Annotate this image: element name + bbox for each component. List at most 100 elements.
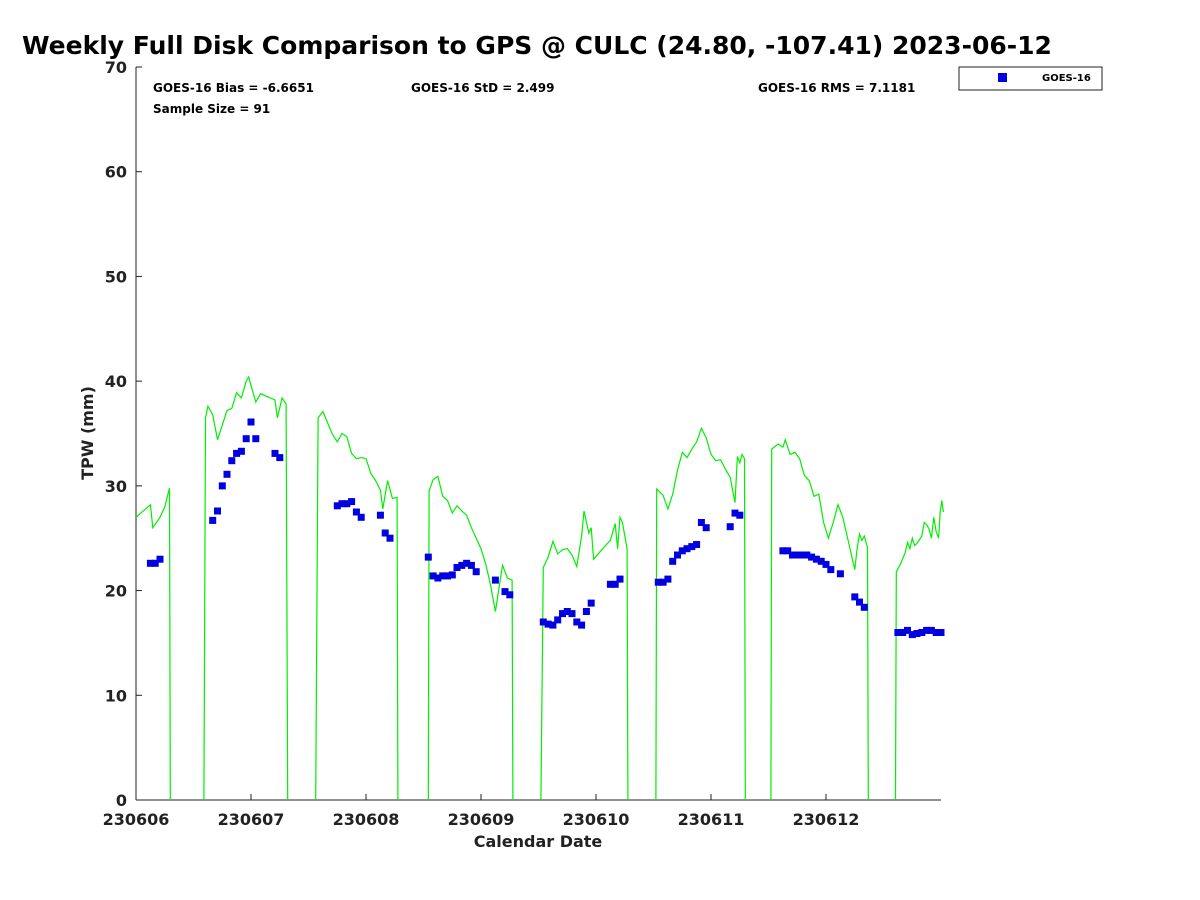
goes16-point — [793, 551, 801, 559]
goes16-point — [539, 618, 547, 626]
goes16-point — [808, 553, 816, 561]
goes16-point — [678, 547, 686, 555]
goes16-point — [352, 508, 360, 516]
goes16-point — [688, 543, 696, 551]
goes16-point — [549, 621, 557, 629]
goes16-point — [448, 571, 456, 579]
y-ticks: 0 10 20 30 40 50 60 70 — [105, 58, 142, 810]
goes16-point — [817, 557, 825, 565]
goes16-point — [218, 482, 226, 490]
gps-line-segment — [427, 475, 514, 801]
goes16-point — [904, 626, 911, 634]
goes16-point — [927, 626, 935, 634]
goes16-point — [856, 598, 863, 606]
goes16-point — [491, 576, 499, 584]
goes16-point — [659, 578, 667, 586]
gps-line-segment — [770, 437, 869, 801]
goes16-point — [429, 572, 437, 580]
x-tick-label: 230609 — [448, 810, 515, 829]
goes16-point — [894, 629, 902, 636]
y-tick-label: 60 — [105, 163, 127, 182]
goes16-point — [726, 523, 734, 531]
goes16-point — [439, 572, 447, 580]
goes16-point — [233, 449, 241, 457]
goes16-point — [424, 553, 432, 561]
goes16-point — [156, 555, 164, 563]
goes16-point — [827, 566, 835, 574]
goes16-point — [343, 500, 351, 508]
gps-lines — [135, 375, 944, 801]
chart-title: Weekly Full Disk Comparison to GPS @ CUL… — [22, 31, 1052, 60]
goes16-point — [209, 516, 217, 524]
goes16-point — [578, 621, 586, 629]
y-tick-label: 0 — [116, 791, 127, 810]
goes16-point — [784, 547, 792, 555]
gps-line-segment — [655, 426, 746, 801]
x-tick-label: 230611 — [678, 810, 745, 829]
goes16-point — [908, 631, 916, 639]
y-tick-label: 70 — [105, 58, 127, 77]
y-axis-label: TPW (mm) — [78, 386, 97, 480]
goes16-point — [918, 629, 926, 636]
legend-label-goes16: GOES-16 — [1042, 73, 1091, 84]
goes16-point — [616, 575, 624, 583]
x-axis-label: Calendar Date — [474, 832, 603, 851]
goes16-point — [587, 599, 595, 607]
goes16-point — [779, 547, 787, 555]
goes16-point — [271, 449, 279, 457]
y-tick-label: 40 — [105, 372, 127, 391]
x-tick-label: 230607 — [218, 810, 285, 829]
goes16-point — [860, 603, 868, 611]
goes16-point — [932, 629, 940, 636]
goes16-point — [338, 500, 346, 508]
goes16-point — [444, 572, 451, 580]
stat-sample-size: Sample Size = 91 — [153, 102, 270, 116]
goes16-point — [822, 560, 830, 568]
goes16-point — [228, 457, 236, 465]
gps-line-segment — [894, 500, 944, 801]
goes16-point — [357, 513, 365, 521]
goes16-point — [559, 610, 566, 618]
goes16-point — [376, 511, 384, 519]
goes16-point — [582, 608, 590, 615]
goes16-point — [697, 519, 705, 526]
goes16-point — [789, 551, 796, 559]
goes16-points — [146, 418, 945, 639]
goes16-point — [554, 616, 562, 624]
goes16-point — [453, 564, 461, 571]
goes16-point — [923, 626, 931, 634]
goes16-point — [223, 470, 231, 478]
goes16-point — [606, 580, 614, 588]
goes16-point — [214, 507, 221, 515]
goes16-point — [812, 555, 820, 563]
goes16-point — [702, 524, 710, 532]
goes16-point — [736, 511, 744, 519]
gps-line-segment — [203, 375, 289, 801]
goes16-point — [458, 561, 466, 569]
goes16-point — [506, 591, 514, 599]
y-tick-label: 10 — [105, 686, 127, 705]
goes16-point — [611, 580, 619, 588]
y-tick-label: 30 — [105, 477, 127, 496]
goes16-point — [654, 578, 662, 586]
x-tick-label: 230606 — [103, 810, 170, 829]
goes16-point — [803, 551, 811, 559]
goes16-point — [434, 574, 442, 582]
goes16-point — [798, 551, 806, 559]
goes16-point — [237, 447, 245, 455]
goes16-point — [252, 435, 260, 443]
goes16-point — [913, 630, 921, 637]
gps-line-segment — [135, 487, 171, 801]
goes16-point — [573, 618, 581, 626]
goes16-point — [467, 561, 475, 569]
stat-rms: GOES-16 RMS = 7.1181 — [758, 81, 915, 95]
goes16-point — [151, 559, 159, 567]
goes16-point — [836, 570, 844, 578]
goes16-point — [544, 620, 552, 628]
goes16-point — [664, 575, 672, 583]
goes16-point — [472, 568, 480, 576]
goes16-point — [683, 545, 691, 553]
goes16-point — [851, 593, 859, 601]
